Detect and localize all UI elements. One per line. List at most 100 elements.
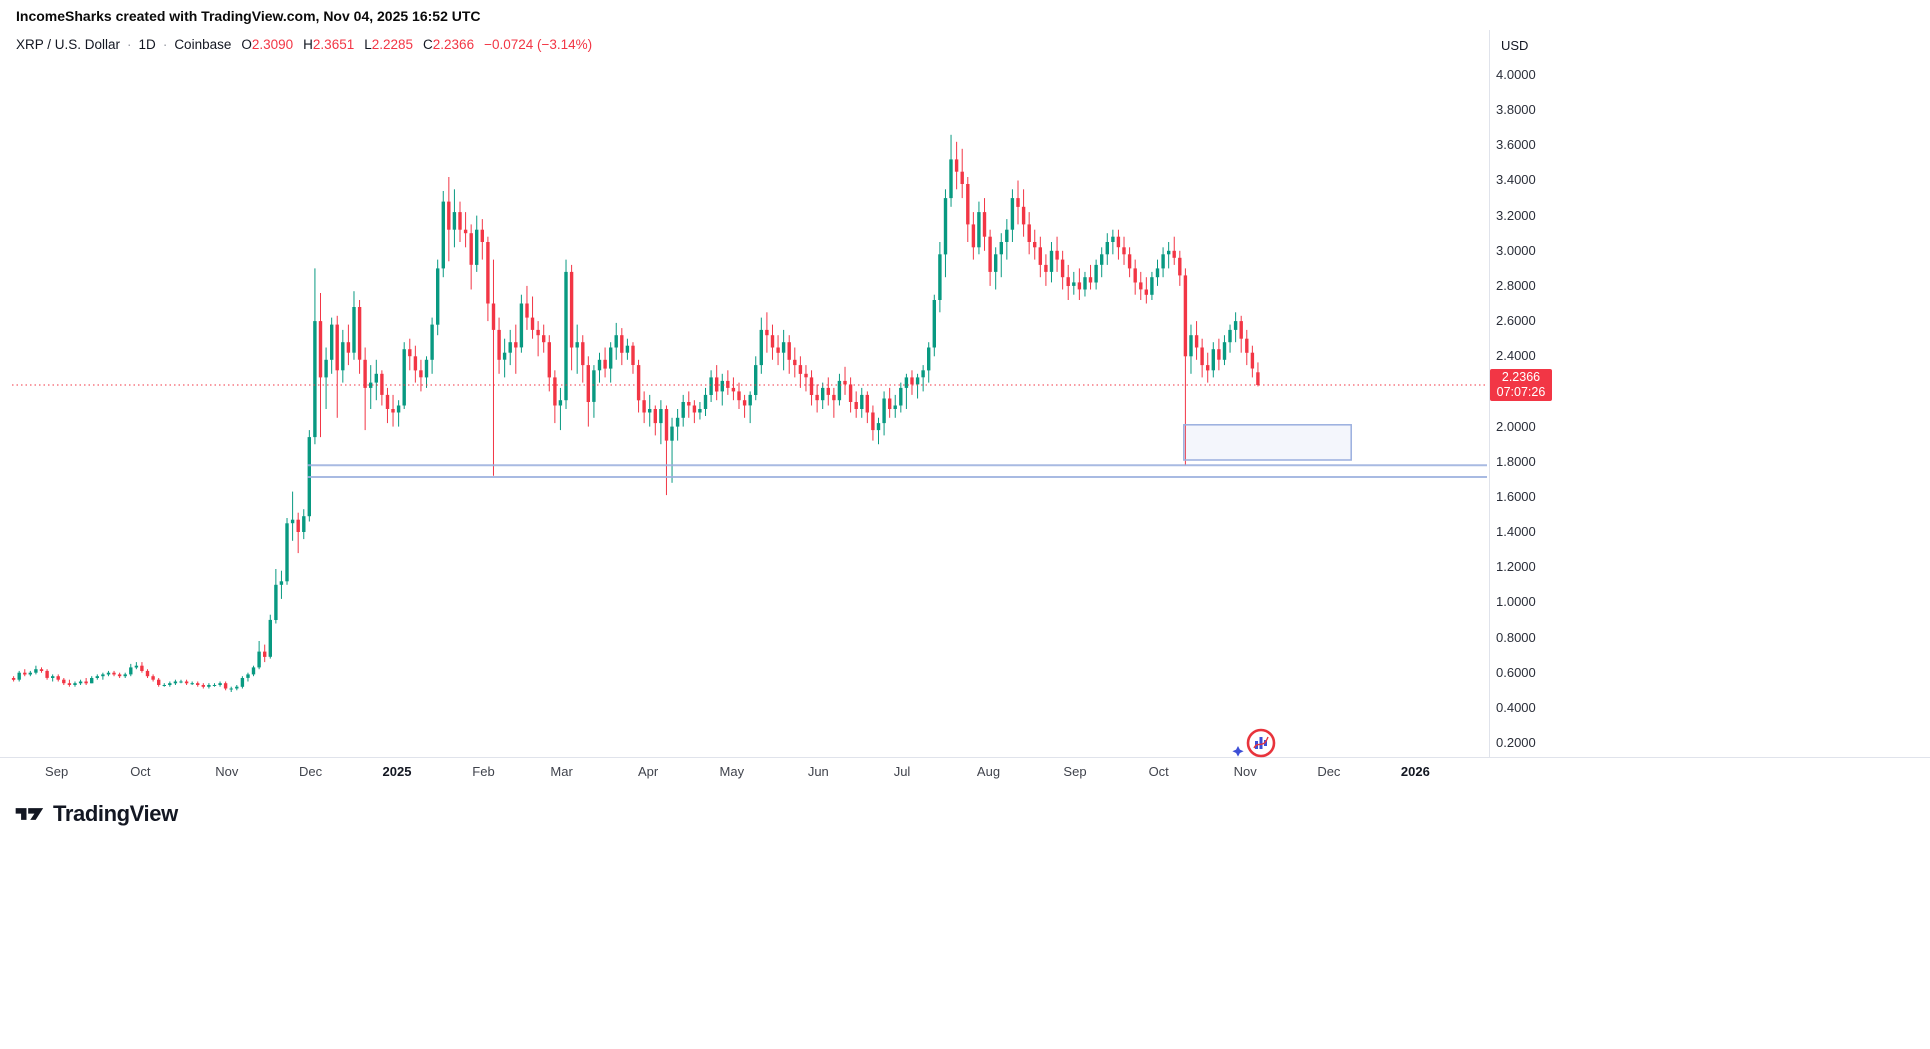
candle-body [1183, 275, 1188, 357]
time-tick-label: Dec [298, 764, 323, 779]
candle-body [865, 394, 869, 413]
symbol-title[interactable]: XRP / U.S. Dollar [16, 37, 121, 52]
candle-body [542, 335, 546, 343]
time-tick-label: Feb [472, 764, 495, 779]
candle-body [1206, 365, 1210, 371]
close-value: 2.2366 [432, 37, 475, 52]
candle-body [625, 345, 630, 353]
tradingview-logo-icon[interactable] [14, 802, 44, 826]
candle-body [642, 400, 646, 413]
time-tick-label: Sep [45, 764, 69, 779]
interval-label[interactable]: 1D [138, 37, 156, 52]
price-tick-label: 2.6000 [1496, 313, 1536, 329]
candle-body [770, 335, 775, 348]
candle-body [569, 271, 574, 348]
currency-toggle[interactable]: USD [1501, 38, 1529, 53]
candle-body [927, 347, 931, 371]
candle-body [575, 342, 579, 348]
candle-body [815, 394, 819, 401]
candle-body [703, 394, 708, 409]
candle-body [765, 329, 769, 336]
change-value: −0.0724 (−3.14%) [484, 37, 593, 52]
candle-body [1116, 236, 1121, 248]
candle-body [34, 669, 38, 673]
candle-body [776, 347, 780, 353]
candle-body [101, 674, 105, 677]
candle-body [1133, 268, 1137, 283]
candle-body [854, 402, 858, 409]
candle-body [698, 409, 702, 413]
candle-body [1060, 259, 1065, 278]
candle-body [781, 342, 786, 353]
brand-name[interactable]: TradingView [53, 801, 178, 826]
candle-body [173, 681, 178, 684]
ohlc-low: L2.2285 [364, 37, 413, 52]
price-tick-label: 3.0000 [1496, 242, 1536, 258]
time-tick-label: Jun [807, 764, 829, 779]
candle-body [201, 685, 205, 687]
candle-body [263, 651, 267, 657]
candle-body [90, 678, 94, 684]
candle-body [999, 242, 1003, 255]
candle-body [553, 377, 557, 406]
candle-body [1144, 289, 1148, 295]
candle-body [681, 402, 685, 418]
time-tick-label: Apr [637, 764, 659, 779]
candle-body [915, 377, 920, 385]
candle-body [123, 674, 127, 677]
candle-body [380, 373, 384, 395]
time-tick-label: May [719, 764, 745, 779]
candle-body [290, 519, 295, 524]
candle-body [726, 380, 730, 388]
candle-body [324, 359, 328, 378]
zone-rectangle[interactable] [1183, 424, 1352, 461]
candle-body [28, 672, 32, 675]
candle-body [966, 184, 970, 225]
candle-body [385, 394, 390, 409]
candle-body [285, 523, 289, 582]
candle-body [190, 683, 194, 685]
candle-body [257, 651, 261, 668]
footer: TradingView [14, 801, 178, 827]
exchange-label[interactable]: Coinbase [174, 37, 232, 52]
candle-body [218, 683, 222, 685]
candle-body [1016, 198, 1020, 207]
time-tick-label: Oct [1148, 764, 1169, 779]
candle-body [954, 159, 959, 172]
bar-countdown: 07:07:26 [1496, 384, 1546, 399]
price-tick-label: 1.2000 [1496, 559, 1536, 575]
candle-body [804, 373, 808, 378]
candle-body [363, 359, 367, 388]
candle-body [982, 212, 987, 237]
candle-body [486, 242, 490, 304]
candle-body [514, 342, 518, 348]
candle-body [1049, 250, 1054, 272]
time-tick-label: Mar [550, 764, 573, 779]
time-tick-label: Aug [976, 764, 1001, 779]
candle-body [837, 380, 842, 401]
candle-body [893, 405, 897, 409]
attribution-text: IncomeSharks created with TradingView.co… [16, 8, 481, 24]
candle-body [452, 212, 457, 230]
candle-body [692, 405, 697, 413]
candle-body [860, 394, 864, 409]
candle-body [346, 342, 351, 353]
open-value: 2.3090 [251, 37, 294, 52]
price-tick-label: 3.4000 [1496, 172, 1536, 188]
candle-body [1222, 342, 1227, 360]
high-value: 2.3651 [312, 37, 355, 52]
candle-body [586, 365, 590, 402]
candle-body [1122, 247, 1126, 255]
time-axis-divider [0, 757, 1930, 758]
candle-body [45, 670, 49, 678]
chart-legend: XRP / U.S. Dollar · 1D · Coinbase O2.309… [16, 37, 592, 52]
candle-body [402, 349, 406, 406]
price-tick-label: 1.0000 [1496, 594, 1536, 610]
candle-body [581, 342, 585, 366]
candle-body [436, 268, 440, 325]
candle-body [196, 683, 200, 685]
candle-body [832, 394, 836, 401]
candle-body [235, 686, 239, 689]
candle-body [168, 683, 172, 685]
